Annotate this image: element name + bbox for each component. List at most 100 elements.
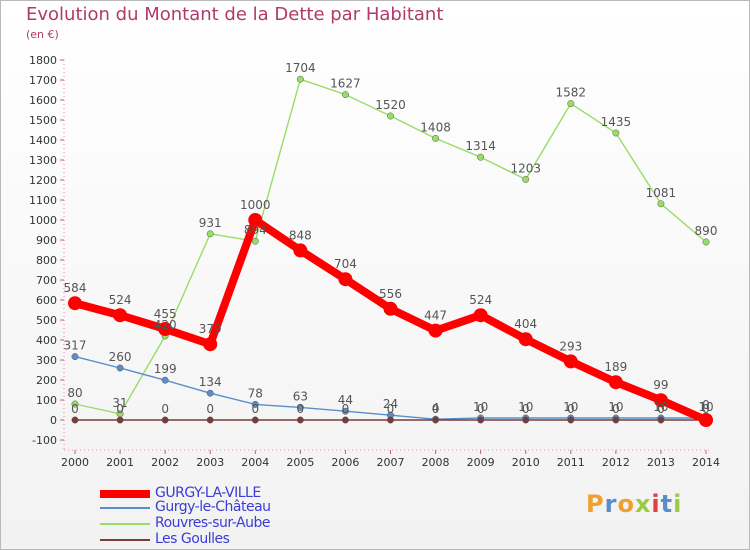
brand-letter: t	[660, 490, 674, 518]
data-point	[522, 175, 530, 183]
data-point	[161, 376, 169, 384]
data-point	[612, 129, 620, 137]
legend-label: GURGY-LA-VILLE	[155, 485, 261, 501]
data-point	[296, 403, 304, 411]
y-tick-label: 800	[36, 254, 57, 267]
data-label: 0	[387, 402, 395, 416]
data-point	[251, 416, 259, 424]
brand-letter: r	[604, 490, 618, 518]
data-label: 10	[563, 400, 578, 414]
brand-letter: i	[651, 490, 661, 518]
data-point	[477, 153, 485, 161]
brand-logo: Proxiti	[586, 490, 682, 518]
data-label: 1435	[601, 115, 632, 129]
x-tick-label: 2013	[647, 456, 675, 469]
data-point	[116, 364, 124, 372]
data-label: 1520	[375, 98, 406, 112]
data-point	[341, 407, 349, 415]
chart-title: Evolution du Montant de la Dette par Hab…	[26, 4, 444, 25]
legend-swatch	[100, 490, 150, 498]
data-label: 134	[199, 375, 222, 389]
data-label: 10	[518, 400, 533, 414]
data-point	[567, 100, 575, 108]
data-label: 1203	[510, 161, 541, 175]
y-tick-label: 1100	[29, 194, 57, 207]
data-point	[522, 416, 530, 424]
y-tick-label: 500	[36, 314, 57, 327]
y-tick-label: 600	[36, 294, 57, 307]
data-label: 0	[116, 402, 124, 416]
data-point	[341, 416, 349, 424]
data-label: 931	[199, 216, 222, 230]
y-tick-label: 1500	[29, 114, 57, 127]
data-point	[428, 323, 443, 338]
data-label: 0	[702, 398, 710, 412]
data-point	[518, 332, 533, 347]
data-label: 704	[334, 257, 357, 271]
data-label: 890	[695, 224, 718, 238]
data-point	[251, 237, 259, 245]
data-label: 0	[71, 402, 79, 416]
data-label: 1627	[330, 77, 361, 91]
brand-letter: o	[617, 490, 635, 518]
data-point	[432, 416, 440, 424]
data-label: 0	[702, 402, 710, 416]
y-tick-label: 1800	[29, 54, 57, 67]
data-point	[251, 400, 259, 408]
data-point	[206, 416, 214, 424]
data-label: 0	[161, 402, 169, 416]
data-point	[608, 375, 623, 390]
data-point	[203, 337, 218, 352]
data-label: 848	[289, 228, 312, 242]
data-label: 1314	[465, 139, 496, 153]
data-label: 0	[297, 402, 305, 416]
data-label: 0	[657, 402, 665, 416]
data-point	[387, 112, 394, 120]
x-tick-label: 2012	[602, 456, 630, 469]
x-tick-label: 2005	[286, 456, 314, 469]
y-tick-label: 0	[50, 414, 57, 427]
y-tick-label: 200	[36, 374, 57, 387]
data-point	[567, 416, 575, 424]
data-label: 4	[432, 401, 440, 415]
data-point	[161, 416, 169, 424]
data-point	[657, 416, 665, 424]
data-point	[563, 354, 578, 369]
data-point	[341, 91, 349, 99]
data-point	[477, 416, 485, 424]
data-label: 447	[424, 309, 447, 323]
y-tick-label: 1400	[29, 134, 57, 147]
y-tick-label: 1300	[29, 154, 57, 167]
data-label: 0	[477, 402, 485, 416]
y-tick-label: 300	[36, 354, 57, 367]
data-label: 379	[199, 322, 222, 336]
data-point	[387, 416, 394, 424]
data-point	[432, 134, 440, 142]
data-label: 455	[154, 307, 177, 321]
x-tick-label: 2003	[196, 456, 224, 469]
data-point	[383, 301, 398, 316]
data-label: 260	[109, 350, 132, 364]
data-label: 556	[379, 287, 402, 301]
data-label: 10	[698, 400, 713, 414]
data-label: 894	[244, 223, 267, 237]
data-point	[699, 413, 713, 427]
y-tick-label: 700	[36, 274, 57, 287]
x-tick-label: 2010	[512, 456, 540, 469]
data-labels: 80 31 420 931 894 1704 1627 1520 1408 1314 1203 158…	[64, 61, 718, 416]
data-label: 78	[248, 386, 263, 400]
data-point	[612, 416, 620, 424]
y-tick-label: 400	[36, 334, 57, 347]
data-label: 0	[567, 402, 575, 416]
data-point	[113, 308, 128, 323]
data-point	[206, 389, 214, 397]
data-label: 63	[293, 389, 308, 403]
data-label: 420	[154, 318, 177, 332]
x-tick-label: 2008	[422, 456, 450, 469]
data-label: 293	[559, 339, 582, 353]
x-tick-label: 2000	[61, 456, 89, 469]
data-label: 10	[473, 400, 488, 414]
y-tick-label: -100	[32, 434, 57, 447]
data-label: 44	[338, 393, 353, 407]
